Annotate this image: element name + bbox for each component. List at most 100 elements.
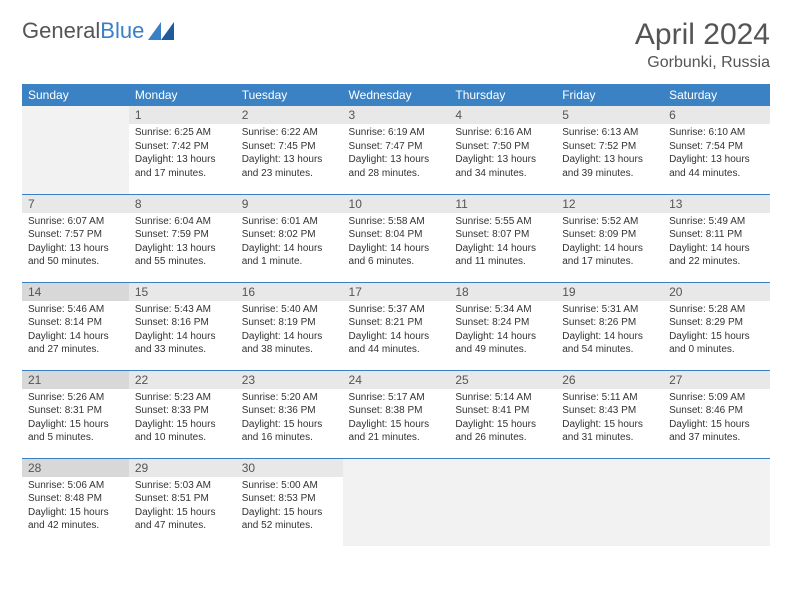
calendar-week: 1Sunrise: 6:25 AMSunset: 7:42 PMDaylight…: [22, 106, 770, 194]
daylight-line: Daylight: 14 hours and 11 minutes.: [455, 243, 536, 268]
sunset-line: Sunset: 8:38 PM: [349, 405, 423, 416]
calendar-empty: [663, 458, 770, 546]
sunset-line: Sunset: 7:42 PM: [135, 141, 209, 152]
calendar-table: SundayMondayTuesdayWednesdayThursdayFrid…: [22, 84, 770, 546]
day-number: 23: [236, 371, 343, 389]
calendar-day: 15Sunrise: 5:43 AMSunset: 8:16 PMDayligh…: [129, 282, 236, 370]
calendar-day: 8Sunrise: 6:04 AMSunset: 7:59 PMDaylight…: [129, 194, 236, 282]
sunset-line: Sunset: 7:47 PM: [349, 141, 423, 152]
sunrise-line: Sunrise: 6:16 AM: [455, 127, 531, 138]
calendar-day: 13Sunrise: 5:49 AMSunset: 8:11 PMDayligh…: [663, 194, 770, 282]
day-number: 20: [663, 283, 770, 301]
sunrise-line: Sunrise: 5:43 AM: [135, 304, 211, 315]
day-number: 10: [343, 195, 450, 213]
sunrise-line: Sunrise: 5:17 AM: [349, 392, 425, 403]
sunrise-line: Sunrise: 5:20 AM: [242, 392, 318, 403]
sunrise-line: Sunrise: 5:00 AM: [242, 480, 318, 491]
calendar-day: 1Sunrise: 6:25 AMSunset: 7:42 PMDaylight…: [129, 106, 236, 194]
day-number: 21: [22, 371, 129, 389]
sunset-line: Sunset: 8:46 PM: [669, 405, 743, 416]
daylight-line: Daylight: 14 hours and 33 minutes.: [135, 331, 216, 356]
day-info: Sunrise: 5:20 AM Sunset: 8:36 PM Daylight:…: [236, 389, 343, 449]
day-number: 30: [236, 459, 343, 477]
daylight-line: Daylight: 13 hours and 50 minutes.: [28, 243, 109, 268]
sunset-line: Sunset: 7:57 PM: [28, 229, 102, 240]
location: Gorbunki, Russia: [635, 54, 770, 72]
day-info: Sunrise: 6:04 AMSunset: 7:59 PMDaylight:…: [129, 213, 236, 273]
day-number: 24: [343, 371, 450, 389]
calendar-day: 12Sunrise: 5:52 AMSunset: 8:09 PMDayligh…: [556, 194, 663, 282]
day-info: Sunrise: 5:34 AMSunset: 8:24 PMDaylight:…: [449, 301, 556, 361]
calendar-day: 7Sunrise: 6:07 AMSunset: 7:57 PMDaylight…: [22, 194, 129, 282]
daylight-line: Daylight: 15 hours and 16 minutes.: [242, 419, 323, 444]
sunrise-line: Sunrise: 5:31 AM: [562, 304, 638, 315]
day-info: Sunrise: 5:14 AMSunset: 8:41 PMDaylight:…: [449, 389, 556, 449]
sunset-line: Sunset: 8:19 PM: [242, 317, 316, 328]
logo-part1: General: [22, 18, 100, 44]
day-info: Sunrise: 5:49 AMSunset: 8:11 PMDaylight:…: [663, 213, 770, 273]
weekday-header: Thursday: [449, 84, 556, 106]
day-info: Sunrise: 5:23 AMSunset: 8:33 PMDaylight:…: [129, 389, 236, 449]
day-number: 7: [22, 195, 129, 213]
day-info: Sunrise: 5:09 AMSunset: 8:46 PMDaylight:…: [663, 389, 770, 449]
sunset-line: Sunset: 7:45 PM: [242, 141, 316, 152]
daylight-line: Daylight: 13 hours and 23 minutes.: [242, 154, 323, 179]
daylight-line: Daylight: 13 hours and 28 minutes.: [349, 154, 430, 179]
calendar-day: 9Sunrise: 6:01 AMSunset: 8:02 PMDaylight…: [236, 194, 343, 282]
day-number: 8: [129, 195, 236, 213]
day-number: 17: [343, 283, 450, 301]
calendar-day: 6Sunrise: 6:10 AMSunset: 7:54 PMDaylight…: [663, 106, 770, 194]
daylight-line: Daylight: 15 hours and 0 minutes.: [669, 331, 750, 356]
day-info: Sunrise: 5:31 AM Sunset: 8:26 PM Daylight:…: [556, 301, 663, 361]
calendar-day: 28Sunrise: 5:06 AMSunset: 8:48 PMDayligh…: [22, 458, 129, 546]
day-number: 11: [449, 195, 556, 213]
day-number: 14: [22, 283, 129, 301]
daylight-line: Daylight: 15 hours and 52 minutes.: [242, 507, 323, 532]
calendar-day: 26Sunrise: 5:11 AMSunset: 8:43 PMDayligh…: [556, 370, 663, 458]
daylight-line: Daylight: 15 hours and 37 minutes.: [669, 419, 750, 444]
day-number: 15: [129, 283, 236, 301]
day-info: Sunrise: 5:11 AMSunset: 8:43 PMDaylight:…: [556, 389, 663, 449]
day-number: 12: [556, 195, 663, 213]
day-info: Sunrise: 6:25 AMSunset: 7:42 PMDaylight:…: [129, 124, 236, 184]
calendar-empty: [556, 458, 663, 546]
sunrise-line: Sunrise: 6:19 AM: [349, 127, 425, 138]
day-info: Sunrise: 6:22 AMSunset: 7:45 PMDaylight:…: [236, 124, 343, 184]
sunrise-line: Sunrise: 6:25 AM: [135, 127, 211, 138]
sunrise-line: Sunrise: 5:58 AM: [349, 216, 425, 227]
sunrise-line: Sunrise: 6:10 AM: [669, 127, 745, 138]
day-info: Sunrise: 5:03 AMSunset: 8:51 PMDaylight:…: [129, 477, 236, 537]
sunrise-line: Sunrise: 5:23 AM: [135, 392, 211, 403]
sunrise-line: Sunrise: 6:13 AM: [562, 127, 638, 138]
daylight-line: Daylight: 14 hours and 27 minutes.: [28, 331, 109, 356]
daylight-line: Daylight: 14 hours and 54 minutes.: [562, 331, 643, 356]
sunset-line: Sunset: 8:02 PM: [242, 229, 316, 240]
daylight-line: Daylight: 14 hours and 17 minutes.: [562, 243, 643, 268]
weekday-header-row: SundayMondayTuesdayWednesdayThursdayFrid…: [22, 84, 770, 106]
day-number: 19: [556, 283, 663, 301]
sunset-line: Sunset: 7:59 PM: [135, 229, 209, 240]
day-info: Sunrise: 5:00 AM Sunset: 8:53 PM Daylight:…: [236, 477, 343, 537]
calendar-day: 18Sunrise: 5:34 AMSunset: 8:24 PMDayligh…: [449, 282, 556, 370]
sunset-line: Sunset: 7:50 PM: [455, 141, 529, 152]
weekday-header: Friday: [556, 84, 663, 106]
calendar-day: 24Sunrise: 5:17 AMSunset: 8:38 PMDayligh…: [343, 370, 450, 458]
sunset-line: Sunset: 8:11 PM: [669, 229, 742, 240]
sunset-line: Sunset: 8:36 PM: [242, 405, 316, 416]
daylight-line: Daylight: 13 hours and 39 minutes.: [562, 154, 643, 179]
calendar-day: 14Sunrise: 5:46 AMSunset: 8:14 PMDayligh…: [22, 282, 129, 370]
day-number: 18: [449, 283, 556, 301]
calendar-day: 5Sunrise: 6:13 AMSunset: 7:52 PMDaylight…: [556, 106, 663, 194]
sunset-line: Sunset: 8:53 PM: [242, 493, 316, 504]
month-title: April 2024: [635, 18, 770, 52]
day-info: Sunrise: 5:52 AMSunset: 8:09 PMDaylight:…: [556, 213, 663, 273]
calendar-day: 27Sunrise: 5:09 AMSunset: 8:46 PMDayligh…: [663, 370, 770, 458]
daylight-line: Daylight: 15 hours and 42 minutes.: [28, 507, 109, 532]
sunset-line: Sunset: 8:26 PM: [562, 317, 636, 328]
sunrise-line: Sunrise: 6:04 AM: [135, 216, 211, 227]
sunrise-line: Sunrise: 6:01 AM: [242, 216, 318, 227]
sunrise-line: Sunrise: 5:46 AM: [28, 304, 104, 315]
calendar-day: 22Sunrise: 5:23 AMSunset: 8:33 PMDayligh…: [129, 370, 236, 458]
weekday-header: Saturday: [663, 84, 770, 106]
sunset-line: Sunset: 8:43 PM: [562, 405, 636, 416]
